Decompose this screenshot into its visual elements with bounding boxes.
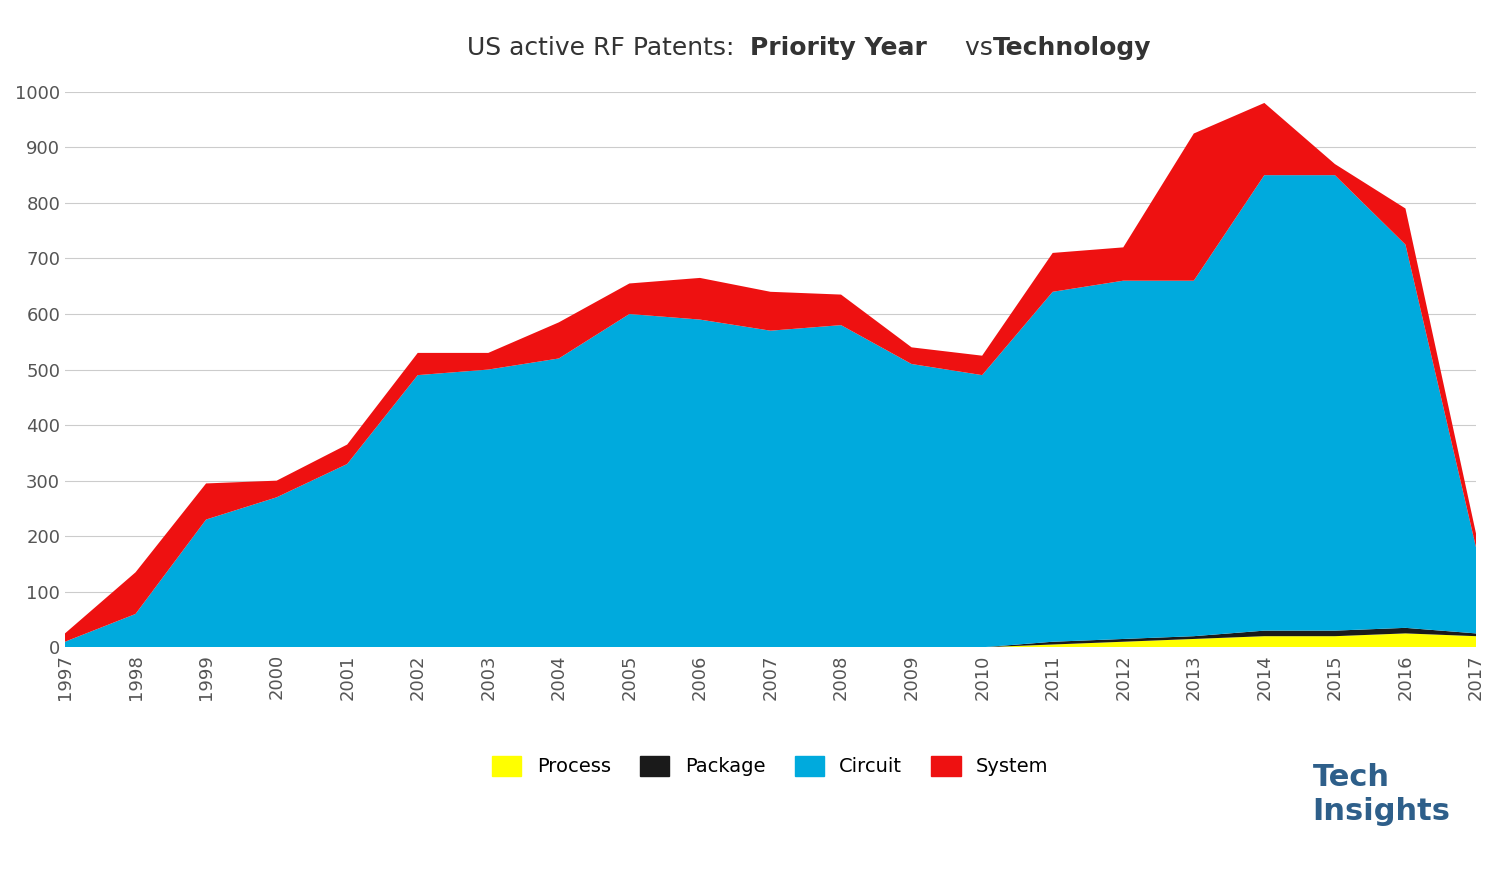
Text: vs: vs: [957, 36, 1000, 60]
Legend: Process, Package, Circuit, System: Process, Package, Circuit, System: [492, 756, 1048, 776]
Text: Priority Year: Priority Year: [750, 36, 927, 60]
Text: US active RF Patents:: US active RF Patents:: [466, 36, 750, 60]
Text: Technology: Technology: [993, 36, 1152, 60]
Text: Tech
Insights: Tech Insights: [1312, 763, 1450, 826]
